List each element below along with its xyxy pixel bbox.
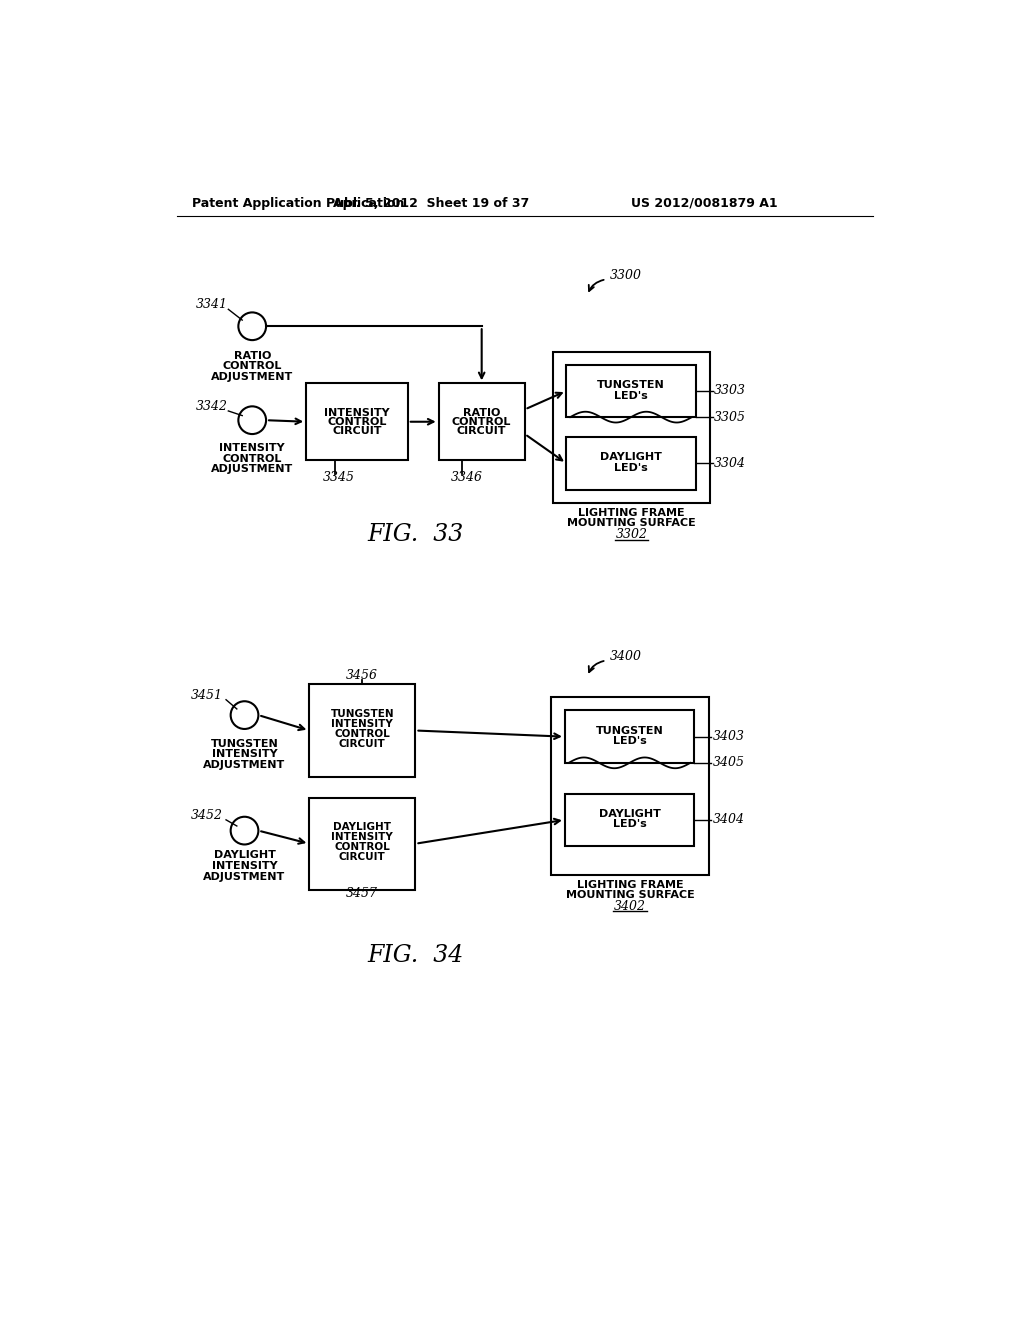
Text: CIRCUIT: CIRCUIT — [339, 739, 386, 748]
Text: 3456: 3456 — [345, 668, 378, 681]
Text: TUNGSTEN: TUNGSTEN — [596, 726, 664, 735]
Text: TUNGSTEN: TUNGSTEN — [597, 380, 665, 389]
Text: LED's: LED's — [614, 391, 648, 400]
Text: INTENSITY: INTENSITY — [212, 861, 278, 871]
Text: 3404: 3404 — [713, 813, 744, 826]
Bar — [551, 697, 709, 875]
Text: CIRCUIT: CIRCUIT — [457, 426, 507, 436]
Text: Apr. 5, 2012  Sheet 19 of 37: Apr. 5, 2012 Sheet 19 of 37 — [333, 197, 529, 210]
Text: DAYLIGHT: DAYLIGHT — [600, 453, 662, 462]
Text: 3300: 3300 — [609, 269, 641, 282]
Text: ADJUSTMENT: ADJUSTMENT — [211, 465, 293, 474]
Bar — [306, 383, 408, 461]
Text: LIGHTING FRAME: LIGHTING FRAME — [577, 880, 683, 890]
Text: CONTROL: CONTROL — [452, 417, 511, 426]
Text: 3403: 3403 — [713, 730, 744, 743]
Bar — [566, 437, 695, 490]
Text: ADJUSTMENT: ADJUSTMENT — [204, 760, 286, 770]
Text: INTENSITY: INTENSITY — [212, 750, 278, 759]
Text: DAYLIGHT: DAYLIGHT — [334, 822, 391, 832]
Text: MOUNTING SURFACE: MOUNTING SURFACE — [565, 890, 694, 900]
Text: 3302: 3302 — [615, 528, 647, 541]
Bar — [553, 352, 711, 503]
Text: LED's: LED's — [612, 737, 646, 746]
Text: 3346: 3346 — [451, 471, 483, 484]
Text: ADJUSTMENT: ADJUSTMENT — [211, 372, 293, 381]
Bar — [566, 364, 695, 417]
Text: 3345: 3345 — [323, 471, 355, 484]
Circle shape — [230, 701, 258, 729]
Text: 3402: 3402 — [614, 900, 646, 913]
Text: 3452: 3452 — [190, 809, 222, 822]
Text: TUNGSTEN: TUNGSTEN — [211, 739, 279, 748]
Text: LIGHTING FRAME: LIGHTING FRAME — [579, 508, 685, 519]
Text: 3304: 3304 — [714, 457, 746, 470]
Text: RATIO: RATIO — [463, 408, 501, 417]
Text: LED's: LED's — [614, 463, 648, 473]
Text: RATIO: RATIO — [233, 351, 271, 360]
Text: Patent Application Publication: Patent Application Publication — [193, 197, 404, 210]
Text: ADJUSTMENT: ADJUSTMENT — [204, 871, 286, 882]
Text: INTENSITY: INTENSITY — [325, 408, 390, 417]
Text: LED's: LED's — [612, 820, 646, 829]
Text: CIRCUIT: CIRCUIT — [339, 851, 386, 862]
Text: CONTROL: CONTROL — [328, 417, 387, 426]
Circle shape — [239, 407, 266, 434]
Text: DAYLIGHT: DAYLIGHT — [214, 850, 275, 861]
Text: FIG.  33: FIG. 33 — [368, 523, 464, 545]
Text: CONTROL: CONTROL — [222, 454, 282, 463]
Text: CONTROL: CONTROL — [222, 362, 282, 371]
Text: INTENSITY: INTENSITY — [219, 444, 285, 453]
Text: 3305: 3305 — [714, 411, 746, 424]
Text: 3405: 3405 — [713, 756, 744, 770]
Text: 3342: 3342 — [196, 400, 228, 413]
Text: US 2012/0081879 A1: US 2012/0081879 A1 — [631, 197, 777, 210]
Text: 3457: 3457 — [345, 887, 378, 900]
Text: CONTROL: CONTROL — [335, 729, 390, 739]
Text: INTENSITY: INTENSITY — [332, 832, 393, 842]
Text: 3400: 3400 — [609, 649, 641, 663]
Bar — [565, 793, 694, 846]
Text: INTENSITY: INTENSITY — [332, 718, 393, 729]
Bar — [309, 797, 416, 890]
Circle shape — [239, 313, 266, 341]
Bar — [309, 684, 416, 776]
Text: FIG.  34: FIG. 34 — [368, 944, 464, 966]
Circle shape — [230, 817, 258, 845]
Text: 3451: 3451 — [190, 689, 222, 702]
Text: 3303: 3303 — [714, 384, 746, 397]
Text: TUNGSTEN: TUNGSTEN — [331, 709, 394, 718]
Text: CIRCUIT: CIRCUIT — [332, 426, 382, 436]
Text: CONTROL: CONTROL — [335, 842, 390, 851]
Bar — [565, 710, 694, 763]
Text: DAYLIGHT: DAYLIGHT — [599, 809, 660, 818]
Bar — [438, 383, 524, 461]
Text: 3341: 3341 — [196, 298, 228, 312]
Text: MOUNTING SURFACE: MOUNTING SURFACE — [567, 519, 696, 528]
